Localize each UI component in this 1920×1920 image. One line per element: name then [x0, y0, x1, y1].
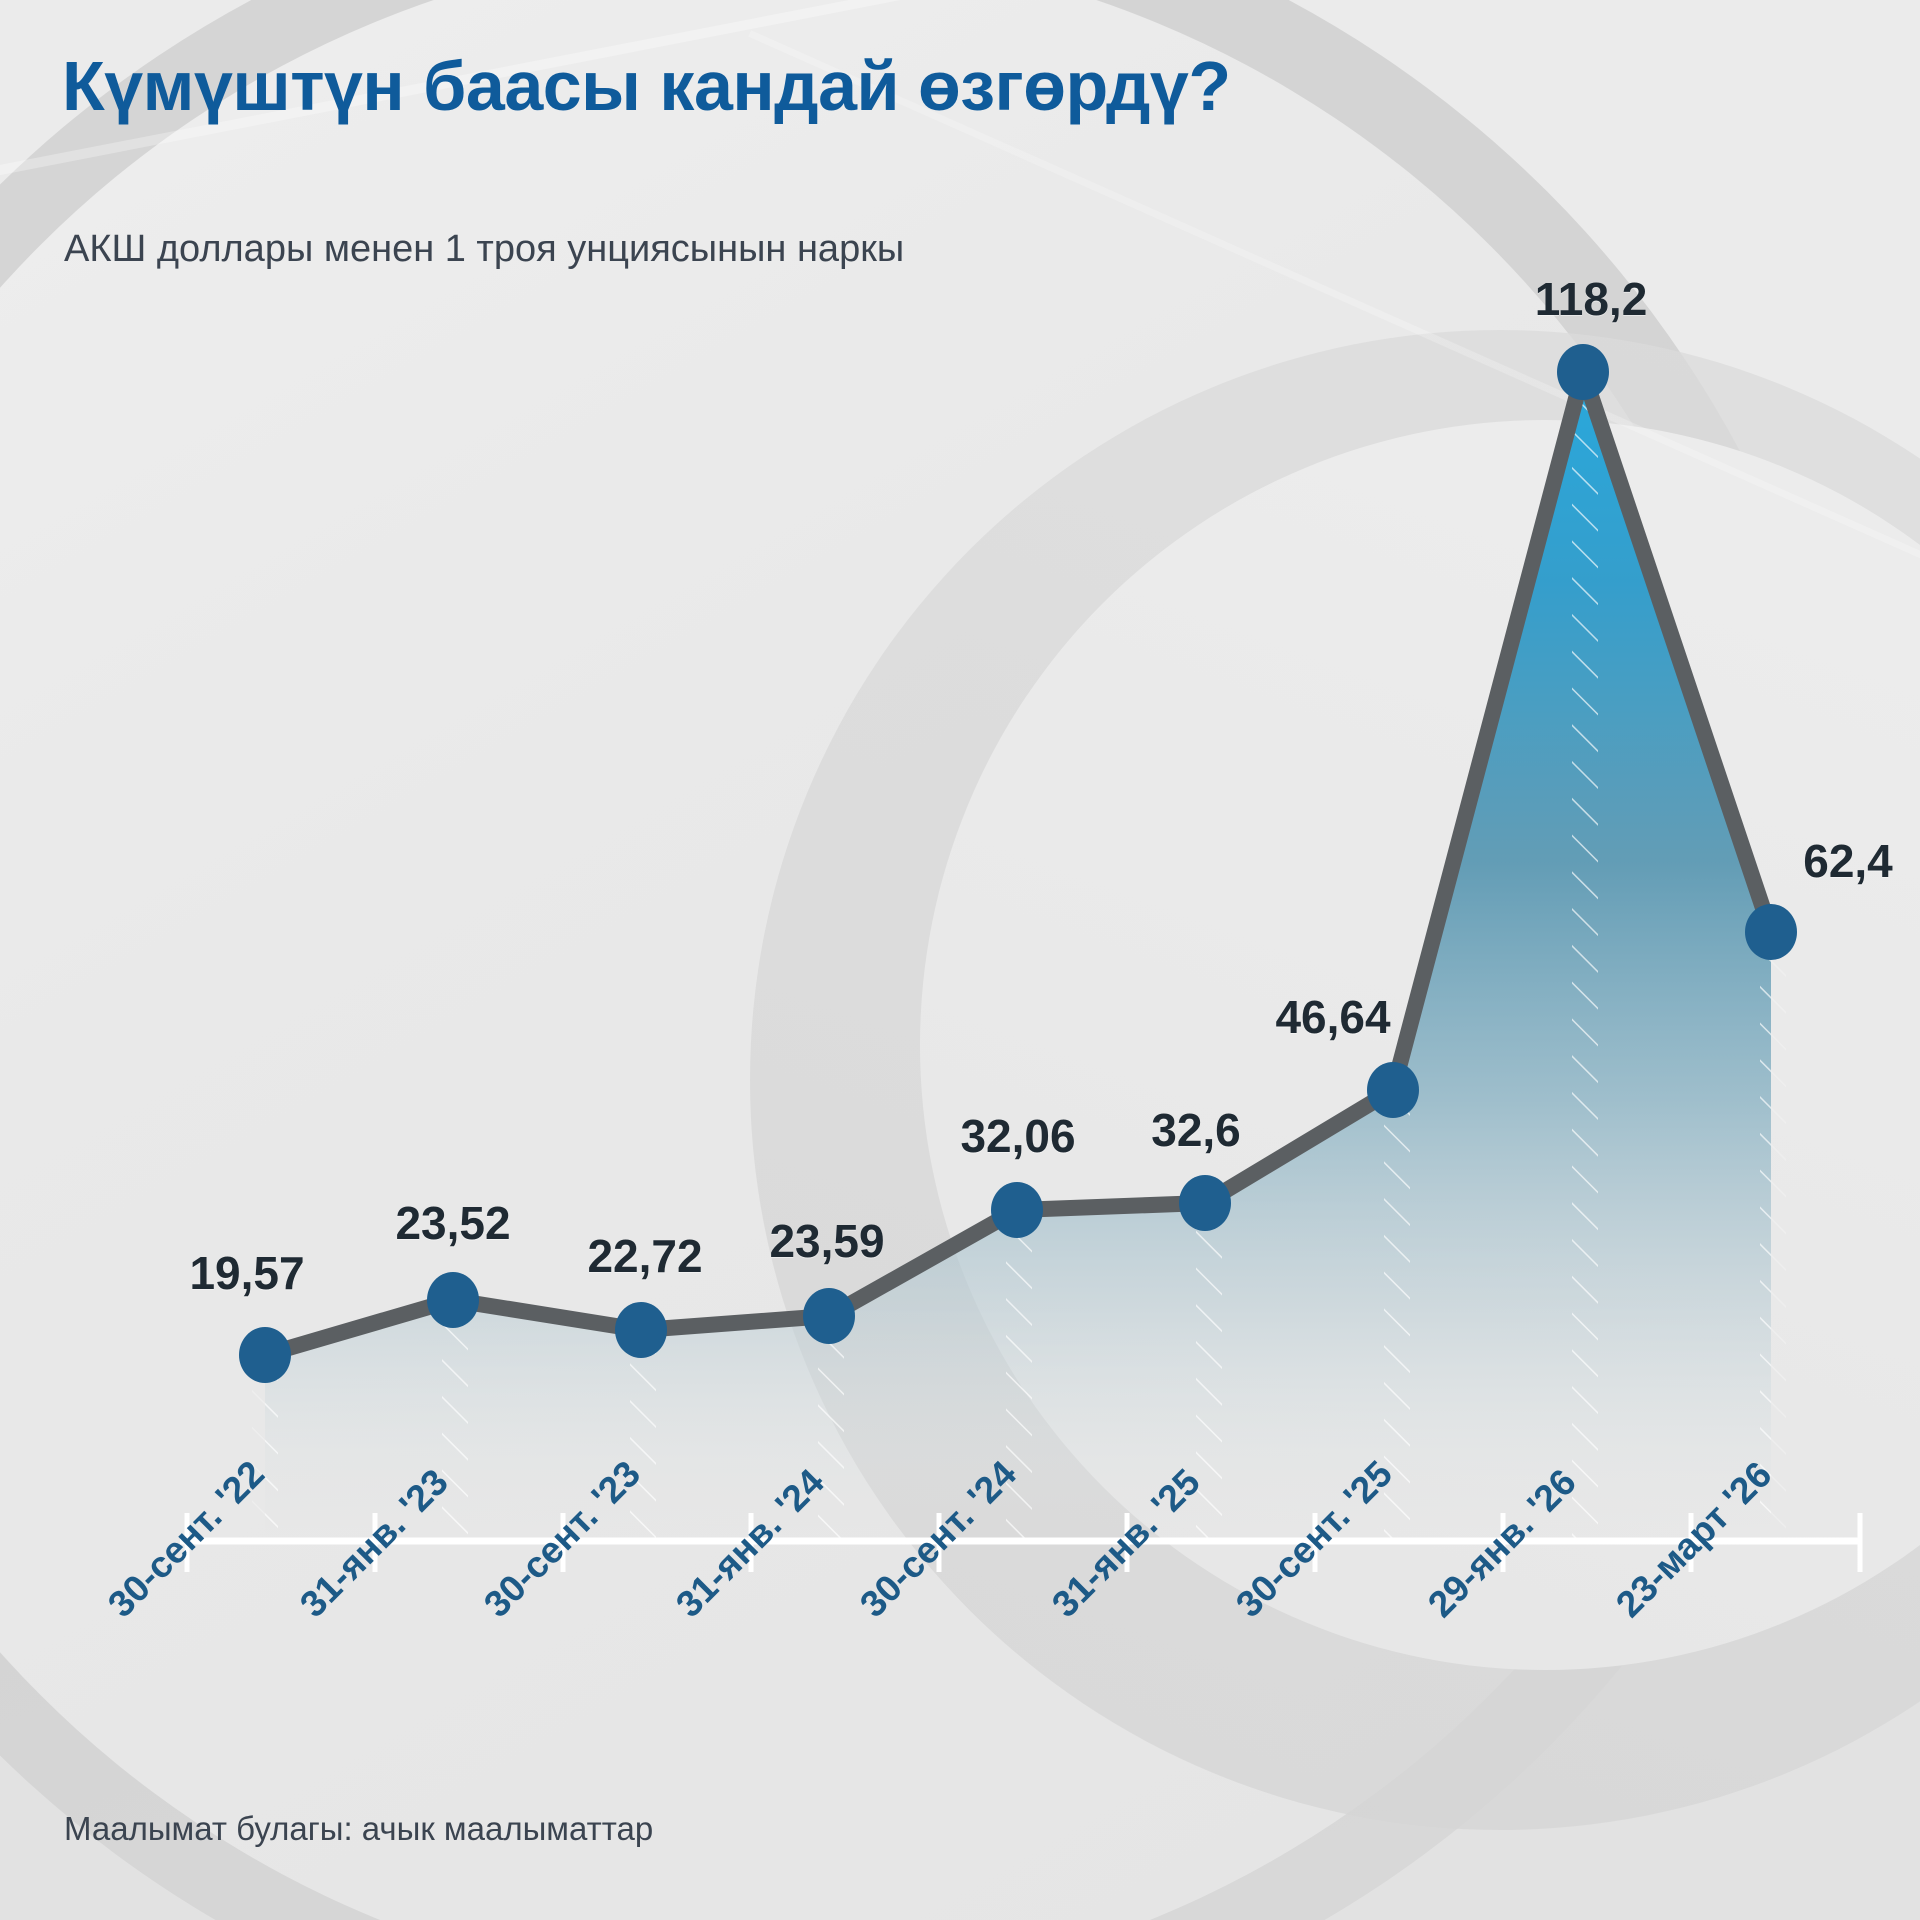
value-label: 62,4 [1803, 835, 1893, 887]
data-point-marker [1179, 1175, 1231, 1231]
data-point-marker [1745, 904, 1797, 960]
x-axis-ticks [184, 1513, 1863, 1572]
data-point-marker [1367, 1062, 1419, 1118]
value-label: 22,72 [587, 1230, 703, 1282]
data-point-marker [239, 1327, 291, 1383]
value-label: 118,2 [1534, 273, 1648, 325]
value-label: 32,06 [960, 1110, 1076, 1162]
value-label: 23,52 [395, 1197, 511, 1249]
hatch-below-axis [252, 372, 1786, 1541]
page-title: Күмүштүн баасы кандай өзгөрдү? [62, 47, 1231, 125]
data-point-marker [1557, 344, 1609, 400]
value-label: 32,6 [1151, 1104, 1241, 1156]
data-point-markers [239, 344, 1797, 1383]
source-note: Маалымат булагы: ачык маалыматтар [64, 1810, 654, 1847]
value-label: 23,59 [769, 1215, 885, 1267]
data-point-marker [615, 1302, 667, 1358]
value-label: 46,64 [1275, 991, 1391, 1043]
data-point-marker [991, 1182, 1043, 1238]
value-label: 19,57 [189, 1247, 305, 1299]
chart-subtitle: АКШ доллары менен 1 троя унциясынын нарк… [64, 228, 905, 270]
data-point-marker [803, 1288, 855, 1344]
data-point-marker [427, 1272, 479, 1328]
